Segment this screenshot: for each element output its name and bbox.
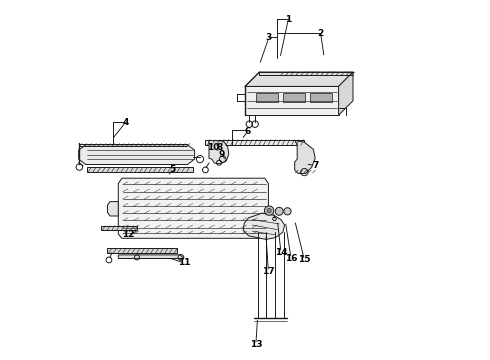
Text: 9: 9 [219,150,225,159]
Polygon shape [294,140,315,174]
Text: 12: 12 [122,230,134,239]
Polygon shape [243,213,285,239]
Circle shape [267,208,271,213]
Text: 16: 16 [285,254,297,263]
Polygon shape [87,167,193,172]
Polygon shape [118,178,269,238]
Polygon shape [118,255,184,258]
Text: 14: 14 [275,248,287,257]
Polygon shape [339,72,353,115]
Text: 8: 8 [217,143,223,152]
Polygon shape [256,93,278,102]
Polygon shape [245,72,353,86]
Text: 5: 5 [169,166,175,175]
Polygon shape [205,140,304,145]
Text: 15: 15 [298,256,311,264]
Polygon shape [209,140,229,164]
Circle shape [284,208,291,215]
Polygon shape [107,248,176,253]
Text: 4: 4 [122,118,129,127]
Polygon shape [283,93,305,102]
Text: 2: 2 [318,29,324,38]
Polygon shape [101,226,137,230]
Polygon shape [310,93,332,102]
Text: 3: 3 [266,33,272,42]
Circle shape [265,206,274,215]
Circle shape [275,207,283,215]
Text: 1: 1 [285,15,292,24]
Text: 17: 17 [262,267,275,276]
Text: 7: 7 [312,161,318,170]
Text: 10: 10 [207,143,220,152]
Text: 13: 13 [249,341,262,349]
Polygon shape [107,202,118,216]
Text: 6: 6 [245,127,251,136]
Polygon shape [79,145,195,165]
Text: 11: 11 [177,258,190,267]
Polygon shape [245,86,339,115]
